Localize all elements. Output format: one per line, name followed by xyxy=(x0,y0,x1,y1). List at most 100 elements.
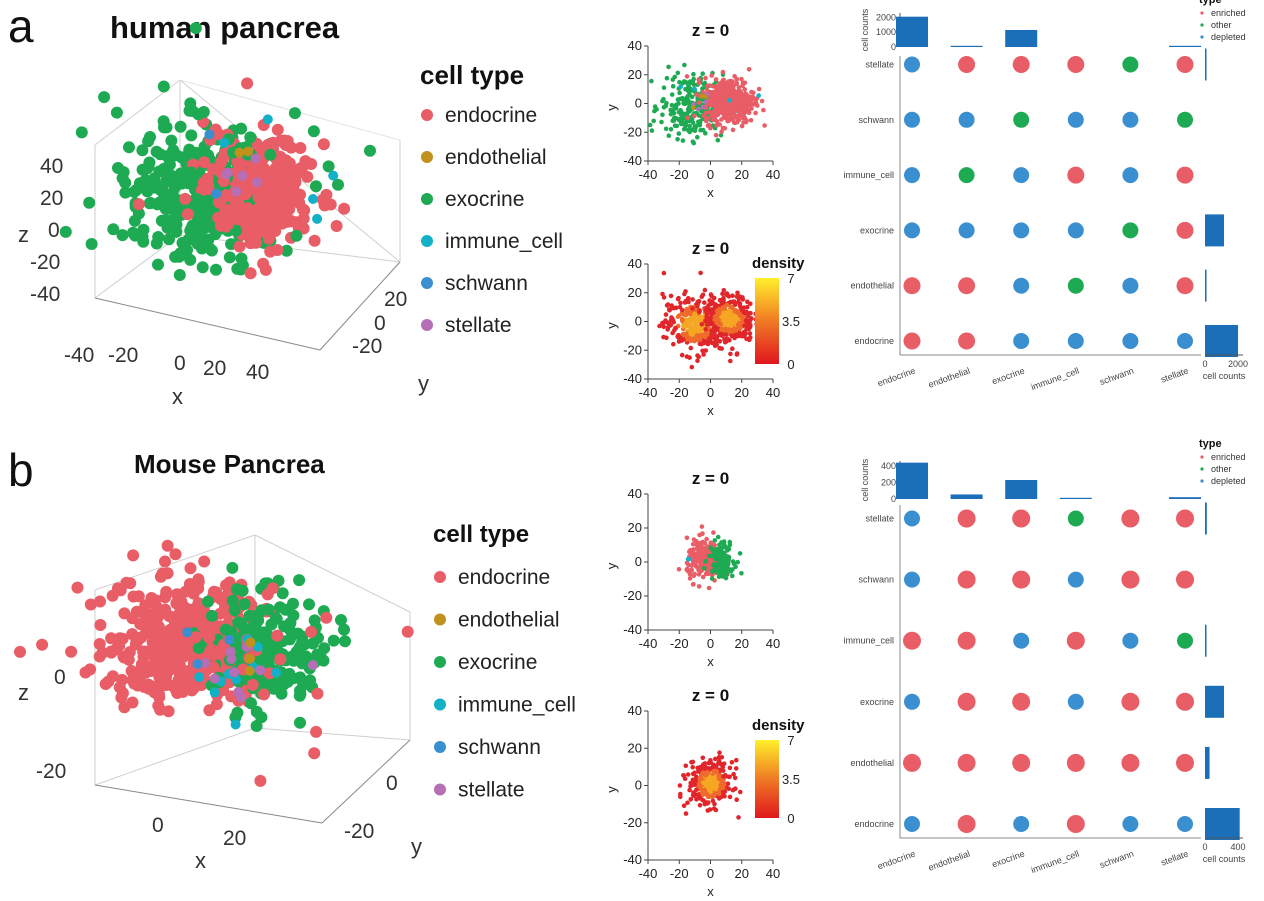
panel-b-dotplot: endocrineendothelialexocrineimmune_cells… xyxy=(843,438,1245,875)
density-point xyxy=(728,304,734,310)
density-point xyxy=(688,316,694,321)
density-point xyxy=(684,354,690,359)
3d-point-endocrine xyxy=(246,678,259,691)
3d-point-exocrine xyxy=(156,186,169,199)
3d-point-endocrine xyxy=(120,576,133,589)
slice-point-exocrine xyxy=(663,126,669,132)
dotplot-dot-depleted xyxy=(1067,111,1084,128)
density-point xyxy=(706,800,711,805)
slice-point-endocrine xyxy=(689,567,694,573)
density-point xyxy=(727,765,733,771)
density-point xyxy=(716,776,722,781)
3d-point-exocrine xyxy=(327,634,340,647)
legend-label-stellate: stellate xyxy=(458,779,525,802)
3d-point-exocrine xyxy=(119,176,132,189)
topbar-bar xyxy=(1059,497,1092,499)
3d-point-endocrine xyxy=(244,267,257,280)
3d-point-exocrine xyxy=(136,144,149,157)
dotplot-dot-depleted xyxy=(904,693,920,710)
slice-point-exocrine xyxy=(681,126,687,132)
3d-point-exocrine xyxy=(128,214,141,227)
legend-label-stellate: stellate xyxy=(445,314,512,337)
dotplot-dot-depleted xyxy=(904,56,920,73)
slice-point-exocrine xyxy=(695,134,700,140)
3d-point-endocrine xyxy=(241,202,254,215)
3d-point-stellate xyxy=(231,186,242,197)
slice-point-endocrine xyxy=(721,96,727,102)
density-point xyxy=(739,307,745,313)
density-point xyxy=(681,337,686,342)
slice-title: z = 0 xyxy=(692,239,729,258)
3d-point-endocrine xyxy=(176,650,189,662)
topbar-ylabel: cell counts xyxy=(860,458,870,501)
dotplot-dot-depleted xyxy=(904,111,920,128)
density-point xyxy=(730,293,735,299)
slice-point-endocrine xyxy=(684,560,690,566)
slice-point-exocrine xyxy=(709,576,715,581)
slice-y-tick: -20 xyxy=(623,342,642,357)
3d-point-stellate xyxy=(229,667,240,678)
density-point xyxy=(690,764,695,770)
rightbar-tick: 2000 xyxy=(1228,359,1248,369)
3d-point-endothelial xyxy=(243,146,254,157)
3d-point-exocrine xyxy=(230,583,243,596)
slice-y-tick: 0 xyxy=(635,314,642,329)
density-point xyxy=(717,750,722,755)
slice-point-exocrine xyxy=(721,539,727,544)
density-point xyxy=(701,352,706,357)
3d-point-endocrine xyxy=(132,198,145,211)
3d-point-endocrine xyxy=(207,661,220,673)
3d-point-immune_cell xyxy=(262,114,273,125)
3d-point-endocrine xyxy=(162,652,175,665)
dotplot-dot-enriched xyxy=(1067,166,1085,184)
slice-point-endocrine xyxy=(736,88,742,93)
slice-point-endocrine xyxy=(694,92,699,97)
3d-point-endocrine xyxy=(209,647,222,660)
slice-x-tick: 40 xyxy=(766,636,780,651)
legend-marker-endothelial xyxy=(434,613,446,626)
rightbar-tick: 0 xyxy=(1202,359,1207,369)
slice-point-exocrine xyxy=(652,104,658,109)
density-point xyxy=(696,769,701,774)
3d-point-exocrine xyxy=(157,80,170,93)
3d-point-exocrine xyxy=(332,178,344,191)
3d-point-endocrine xyxy=(401,625,414,638)
panel-a-3d-xtick: 20 xyxy=(203,357,226,380)
density-point xyxy=(730,328,736,334)
slice-point-endocrine xyxy=(696,572,702,577)
topbar-tick: 0 xyxy=(891,42,896,52)
density-point xyxy=(719,767,725,772)
3d-point-exocrine xyxy=(98,91,111,104)
density-point xyxy=(721,761,727,766)
slice-point-exocrine xyxy=(710,562,716,568)
3d-point-exocrine xyxy=(290,229,303,242)
3d-point-endocrine xyxy=(138,680,150,693)
3d-point-endocrine xyxy=(113,639,126,652)
3d-point-exocrine xyxy=(117,166,130,179)
3d-point-immune_cell xyxy=(271,667,282,678)
slice-point-exocrine xyxy=(711,553,717,559)
3d-point-immune_cell xyxy=(194,672,205,683)
slice-point-endocrine xyxy=(756,86,762,92)
slice-x-tick: 0 xyxy=(707,636,714,651)
slice-point-endocrine xyxy=(741,97,746,103)
density-point xyxy=(689,364,695,370)
dotplot-dot-enriched xyxy=(1121,753,1140,772)
panel-a-letter: a xyxy=(8,0,34,52)
density-point xyxy=(708,315,713,321)
legend-label-exocrine: exocrine xyxy=(458,651,537,674)
3d-point-exocrine xyxy=(308,614,321,627)
dotplot-row-label: endothelial xyxy=(850,758,894,768)
3d-point-endothelial xyxy=(244,665,255,676)
panel-b-3d-xtick: 0 xyxy=(152,814,164,837)
density-point xyxy=(703,327,708,332)
density-point xyxy=(690,771,696,777)
dotplot-dot-enriched xyxy=(957,692,976,711)
3d-point-endocrine xyxy=(308,747,321,760)
slice-y-tick: -40 xyxy=(623,852,642,867)
slice-point-endocrine xyxy=(708,92,714,98)
slice-point-exocrine xyxy=(660,112,665,118)
density-point xyxy=(685,800,690,806)
dotplot-dot-other xyxy=(1122,56,1139,73)
